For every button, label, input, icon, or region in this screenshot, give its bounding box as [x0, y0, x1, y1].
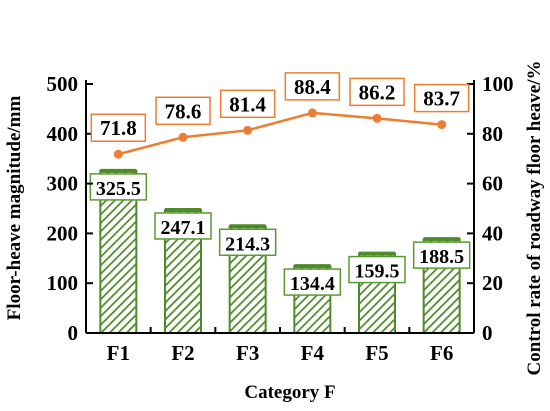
x-axis-title: Category F	[244, 382, 335, 403]
x-tick-label: F6	[430, 341, 453, 365]
bar-value-label: 134.4	[290, 273, 335, 295]
x-tick-label: F3	[236, 341, 259, 365]
control-rate-point	[113, 149, 123, 159]
x-tick-label: F2	[171, 341, 194, 365]
y-tick-label-left: 400	[47, 122, 79, 146]
line-value-box-F3	[219, 89, 276, 119]
bar-labels-layer: 325.5 247.1 214.3 134.4 159.5 188.5	[89, 173, 471, 296]
line-value-label: 86.2	[359, 80, 396, 104]
bar-value-box-F5	[348, 255, 406, 284]
y-tick-label-right: 60	[482, 172, 503, 196]
bar-value-label: 247.1	[161, 217, 206, 239]
control-rate-point	[243, 125, 253, 135]
y-tick-label-right: 20	[482, 271, 503, 295]
x-tick-label: F4	[301, 341, 325, 365]
bar-value-box-F2	[154, 212, 212, 240]
bar-value-box-F4	[283, 268, 342, 296]
bar-value-box-F6	[412, 241, 471, 269]
bars-layer	[99, 168, 461, 334]
bar-value-box-F1	[89, 173, 148, 201]
y-tick-label-left: 0	[68, 321, 79, 345]
bar-value-label: 188.5	[419, 246, 464, 268]
y-axis-title-left: Floor-heave magnitude/mm	[4, 96, 25, 321]
line-value-label: 78.6	[165, 99, 202, 123]
y-tick-label-left: 100	[47, 271, 79, 295]
bar-value-box-F3	[218, 228, 277, 257]
line-value-box-F2	[155, 96, 211, 126]
control-rate-point	[307, 108, 317, 118]
line-value-label: 71.8	[100, 116, 137, 140]
line-labels-layer: 71.8 78.6 81.4 88.4 86.2 83.7	[90, 72, 470, 142]
line-value-label: 81.4	[229, 92, 266, 116]
y-tick-label-left: 200	[47, 221, 79, 245]
line-value-label: 83.7	[423, 87, 460, 111]
bar-value-label: 159.5	[355, 261, 400, 283]
line-layer	[113, 108, 447, 159]
x-tick-label: F1	[107, 341, 130, 365]
y-tick-label-right: 0	[482, 321, 493, 345]
line-value-box-F4	[284, 72, 341, 101]
bar-value-label: 214.3	[225, 233, 270, 255]
line-value-label: 88.4	[294, 75, 331, 99]
axes-layer: 0 100 200 300 400 500 0 20 40 60 80 100 F1 F2 F3 F4 F5 F6	[47, 72, 514, 365]
y-tick-label-left: 300	[47, 172, 79, 196]
line-value-box-F6	[413, 83, 470, 113]
y-tick-label-right: 80	[482, 122, 503, 146]
y-tick-label-right: 40	[482, 221, 503, 245]
x-tick-label: F5	[365, 341, 388, 365]
line-value-box-F1	[90, 113, 147, 142]
y-tick-label-right: 100	[482, 72, 514, 96]
y-axis-title-right: Control rate of roadway floor heave/%	[524, 60, 545, 375]
y-tick-label-left: 500	[47, 72, 79, 96]
line-value-box-F5	[349, 77, 405, 107]
control-rate-point	[372, 113, 382, 123]
control-rate-point	[178, 132, 188, 142]
control-rate-line	[118, 111, 442, 156]
control-rate-point	[437, 120, 447, 130]
bar-value-label: 325.5	[96, 178, 141, 200]
